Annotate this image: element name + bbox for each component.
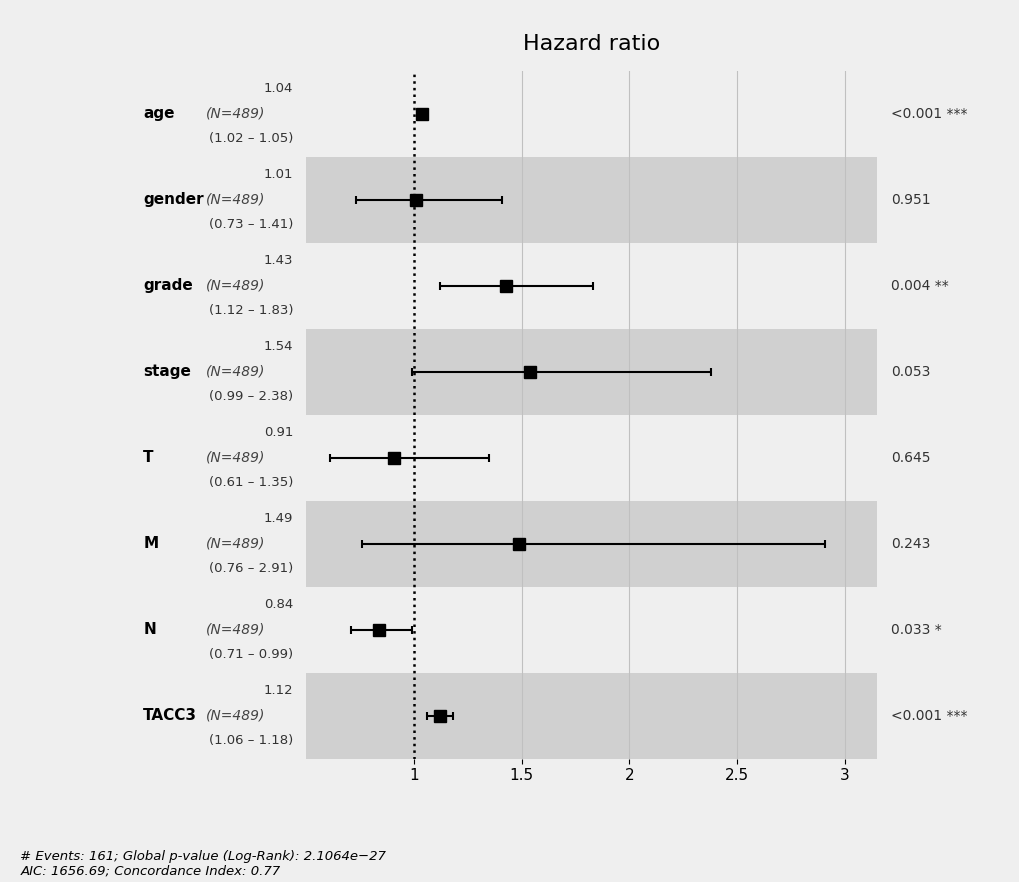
Text: (0.73 – 1.41): (0.73 – 1.41) bbox=[209, 219, 293, 231]
Text: 1.12: 1.12 bbox=[264, 684, 293, 697]
Text: (N=489): (N=489) bbox=[206, 623, 265, 637]
Text: 0.053: 0.053 bbox=[891, 364, 930, 378]
Title: Hazard ratio: Hazard ratio bbox=[523, 34, 659, 54]
Text: (1.12 – 1.83): (1.12 – 1.83) bbox=[209, 304, 293, 318]
Text: 1.04: 1.04 bbox=[264, 82, 293, 94]
Text: 1.01: 1.01 bbox=[264, 168, 293, 181]
Text: (N=489): (N=489) bbox=[206, 536, 265, 550]
Text: # Events: 161; Global p-value (Log-Rank): 2.1064e−27
AIC: 1656.69; Concordance I: # Events: 161; Global p-value (Log-Rank)… bbox=[20, 849, 386, 878]
Text: (N=489): (N=489) bbox=[206, 192, 265, 206]
Text: gender: gender bbox=[143, 192, 204, 207]
Text: 0.033 *: 0.033 * bbox=[891, 623, 942, 637]
Text: 1.49: 1.49 bbox=[264, 512, 293, 525]
Text: 0.645: 0.645 bbox=[891, 451, 930, 465]
Text: (0.71 – 0.99): (0.71 – 0.99) bbox=[209, 648, 293, 662]
Text: (N=489): (N=489) bbox=[206, 107, 265, 121]
Text: TACC3: TACC3 bbox=[143, 708, 197, 723]
Text: M: M bbox=[143, 536, 158, 551]
Bar bbox=[306, 672, 876, 759]
Text: <0.001 ***: <0.001 *** bbox=[891, 708, 967, 722]
Text: T: T bbox=[143, 450, 154, 465]
Text: <0.001 ***: <0.001 *** bbox=[891, 107, 967, 121]
Text: 0.951: 0.951 bbox=[891, 192, 930, 206]
Text: 0.243: 0.243 bbox=[891, 536, 930, 550]
Text: (0.61 – 1.35): (0.61 – 1.35) bbox=[209, 476, 293, 490]
Text: 0.91: 0.91 bbox=[264, 426, 293, 438]
Text: (N=489): (N=489) bbox=[206, 708, 265, 722]
Bar bbox=[306, 156, 876, 243]
Text: 0.004 **: 0.004 ** bbox=[891, 279, 949, 293]
Text: stage: stage bbox=[143, 364, 191, 379]
Text: 1.54: 1.54 bbox=[264, 340, 293, 353]
Bar bbox=[306, 328, 876, 415]
Text: (0.99 – 2.38): (0.99 – 2.38) bbox=[209, 391, 293, 403]
Text: (N=489): (N=489) bbox=[206, 364, 265, 378]
Text: (0.76 – 2.91): (0.76 – 2.91) bbox=[209, 563, 293, 575]
Text: N: N bbox=[143, 622, 156, 637]
Text: grade: grade bbox=[143, 278, 193, 293]
Text: (N=489): (N=489) bbox=[206, 279, 265, 293]
Text: 1.43: 1.43 bbox=[264, 254, 293, 266]
Text: (1.02 – 1.05): (1.02 – 1.05) bbox=[209, 132, 293, 146]
Text: (N=489): (N=489) bbox=[206, 451, 265, 465]
Text: 0.84: 0.84 bbox=[264, 598, 293, 610]
Text: age: age bbox=[143, 106, 174, 121]
Bar bbox=[306, 500, 876, 587]
Text: (1.06 – 1.18): (1.06 – 1.18) bbox=[209, 735, 293, 747]
